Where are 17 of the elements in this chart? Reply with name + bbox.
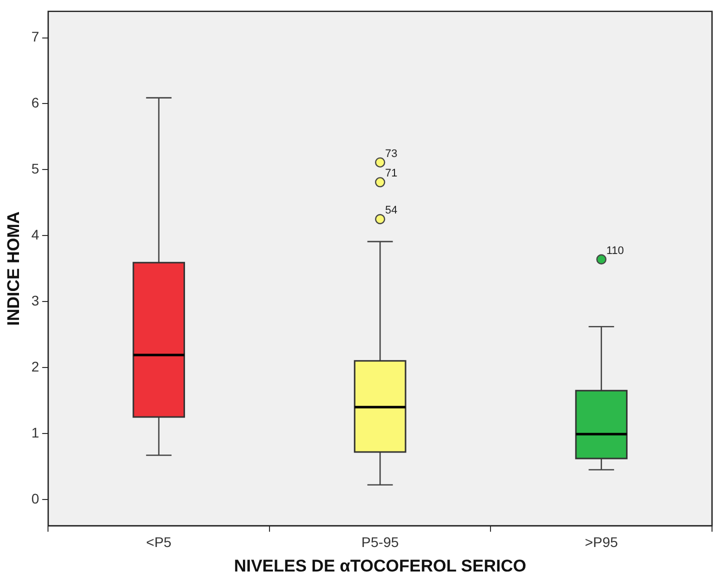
y-tick-label: 4 xyxy=(31,226,40,242)
x-tick-label: >P95 xyxy=(584,534,618,550)
annotation: 110 xyxy=(606,244,624,257)
x-tick-label: P5-95 xyxy=(361,534,399,550)
y-tick-label: 3 xyxy=(31,292,40,308)
x-axis-title: NIVELES DE αTOCOFEROL SERICO xyxy=(234,556,526,576)
annotation: 71 xyxy=(385,168,398,180)
x-tick-label: <P5 xyxy=(146,534,172,550)
y-tick-label: 5 xyxy=(31,160,40,177)
annotation: 54 xyxy=(385,204,398,217)
y-tick-label: 1 xyxy=(31,424,40,440)
y-tick-label: 6 xyxy=(31,94,40,111)
y-axis-title: INDICE HOMA xyxy=(4,211,23,326)
annotation: 73 xyxy=(385,148,398,160)
y-tick-label: 7 xyxy=(31,28,40,45)
y-tick-label: 0 xyxy=(31,490,40,506)
y-tick-label: 2 xyxy=(31,358,40,374)
